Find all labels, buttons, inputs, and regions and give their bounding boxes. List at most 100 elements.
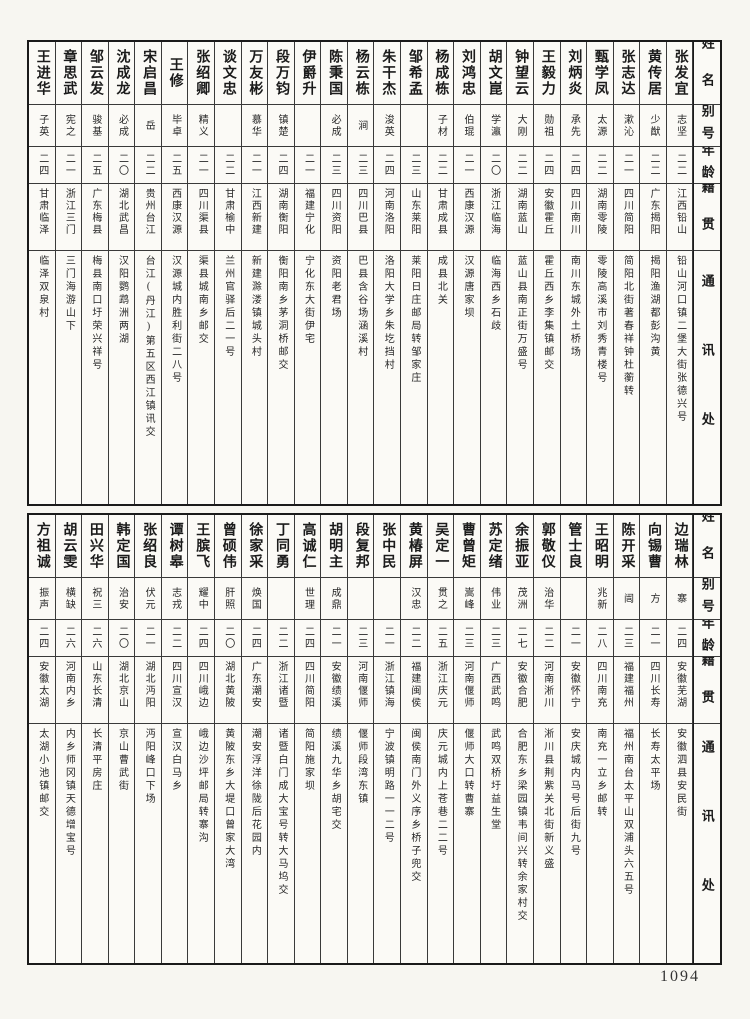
person-column: 伊爵升 二一 福建宁化 宁化东大街伊宅 [294,42,322,504]
person-alias-cell [560,577,587,619]
person-column: 胡云雯 横缺 二六 河南内乡 内乡师冈镇天德增宝号 [55,515,83,963]
person-address: 蓝山县南正街万盛号 [515,255,527,372]
person-alias: 太源 [594,113,606,138]
person-origin: 安徽合肥 [515,661,527,709]
person-origin-cell: 福建闽侯 [401,656,427,723]
person-column: 张志达 漱沁 二一 四川简阳 简阳北街著春祥钟杜蘅转 [613,42,641,504]
header-label-age: 年龄 [699,619,715,656]
header-cell-age: 年龄 [694,619,720,656]
person-origin: 浙江镇海 [382,661,394,709]
person-alias-cell: 祝三 [82,577,108,619]
person-address: 汉源唐家坝 [462,255,473,320]
person-name-cell: 万友彬 [242,42,268,104]
person-name: 韩定国 [114,522,130,570]
person-origin-cell: 浙江镇海 [374,656,401,723]
person-column: 曾硕伟 肝照 二〇 湖北黄陂 黄陂东乡大堤口曾家大湾 [215,515,242,963]
person-alias-cell: 兆新 [587,577,613,619]
person-name: 徐家采 [247,522,263,570]
person-name: 方祖诚 [34,522,50,570]
person-alias-cell: 镇楚 [268,104,294,146]
person-age-cell: 二二 [427,146,454,183]
header-column: 姓名 别号 年龄 籍贯 通讯处 [693,42,720,504]
person-origin: 四川简阳 [302,661,314,709]
person-name: 苏定绪 [486,522,502,570]
person-age-cell: 二一 [241,146,268,183]
person-age: 二一 [648,626,660,650]
person-age-cell: 二四 [533,146,560,183]
person-age: 二八 [594,626,606,650]
person-address: 闽侯南门外义序乡桥子兜交 [408,728,420,884]
header-label-address: 通讯处 [699,740,715,947]
person-name-cell: 方祖诚 [29,515,55,577]
person-column: 邹希孟 二三 山东莱阳 莱阳日庄邮局转邹家庄 [401,42,428,504]
person-address-cell: 汉源城内胜利街二八号 [161,250,188,504]
person-column: 田兴华 祝三 二六 山东长清 长清平房庄 [82,515,109,963]
person-origin-cell: 湖北黄陂 [215,656,241,723]
person-alias-cell: 骏基 [82,104,108,146]
person-name: 朱干杰 [380,49,396,97]
person-column: 邹云发 骏基 二五 广东梅县 梅县南口圩荣兴祥号 [82,42,109,504]
person-origin-cell: 甘肃临泽 [28,183,55,250]
person-address: 沔阳峰口下场 [143,728,155,806]
person-address-cell: 诸暨白门成大宝号转大马坞交 [268,723,294,963]
person-address-cell: 零陵高溪市刘秀青楼号 [587,250,613,504]
person-alias-cell: 汉忠 [401,577,427,619]
person-age-cell: 二四 [268,146,294,183]
person-name-cell: 苏定绪 [481,515,507,577]
person-age: 二四 [249,626,261,650]
person-age-cell: 二四 [188,619,215,656]
person-age-cell: 二一 [188,146,215,183]
person-alias-cell: 闿 [613,577,640,619]
person-name: 张发宜 [672,49,688,97]
header-column: 姓名 别号 年龄 籍贯 通讯处 [693,515,720,963]
person-age-cell: 二二 [533,619,560,656]
person-address-cell: 福州南台太平山双浦头六五号 [613,723,640,963]
person-age-cell: 二〇 [108,146,135,183]
person-alias-cell: 学瀛 [480,104,507,146]
person-age-cell: 二一 [454,146,480,183]
person-name-cell: 向锡曹 [640,515,666,577]
person-age-cell: 二二 [640,146,666,183]
person-alias: 伏元 [143,586,155,611]
person-address-cell: 潮安浮洋徐陇后花园内 [241,723,268,963]
person-origin: 西康汉源 [169,188,181,236]
person-age: 二二 [541,626,553,650]
person-age: 二一 [462,153,473,177]
person-name-cell: 吴定一 [428,515,454,577]
person-address: 长清平房庄 [89,728,101,793]
person-address-cell: 内乡师冈镇天德增宝号 [55,723,82,963]
person-name-cell: 余振亚 [507,515,533,577]
header-label-origin: 籍贯 [699,183,715,250]
person-address-cell: 梅县南口圩荣兴祥号 [82,250,108,504]
person-alias: 嵩峰 [462,586,473,611]
person-column: 王膑飞 耀中 二四 四川峨边 峨边沙坪邮局转寨沟 [188,515,216,963]
person-address: 偃师大口转曹寨 [462,728,473,819]
person-alias: 学瀛 [488,113,500,138]
person-address: 福州南台太平山双浦头六五号 [621,728,633,897]
person-origin: 安徽怀宁 [568,661,580,709]
person-alias: 治安 [116,586,128,611]
person-column: 徐家采 焕国 二四 广东潮安 潮安浮洋徐陇后花园内 [241,515,269,963]
person-column: 张绍良 伏元 二一 湖北沔阳 沔阳峰口下场 [135,515,162,963]
person-age: 二二 [435,153,447,177]
person-address-cell: 宁波镇明路一一二号 [374,723,401,963]
person-name-cell: 田兴华 [82,515,108,577]
person-origin: 浙江诸暨 [275,661,287,709]
person-alias: 焕国 [249,586,261,611]
person-age-cell: 二三 [454,619,480,656]
person-name: 刘鸿忠 [460,49,475,97]
person-address: 庆元城内上苍巷二二号 [435,728,447,858]
person-column: 苏定绪 伟业 二三 广西武鸣 武鸣双桥圩益生堂 [480,515,508,963]
person-alias: 贯之 [435,586,447,611]
person-age-cell: 二五 [161,146,188,183]
person-address-cell: 铅山河口镇二堡大街张德兴号 [666,250,693,504]
person-age: 二三 [462,626,473,650]
person-name: 甄学凤 [592,49,608,97]
person-age: 二四 [275,153,287,177]
person-alias: 兆新 [594,586,606,611]
person-alias: 漱沁 [621,113,633,138]
person-name-cell: 邹希孟 [401,42,427,104]
person-address: 诸暨白门成大宝号转大马坞交 [275,728,287,897]
person-column: 方祖诚 振声 二四 安徽太湖 太湖小池镇邮交 [28,515,56,963]
person-origin: 江西铅山 [674,188,686,236]
